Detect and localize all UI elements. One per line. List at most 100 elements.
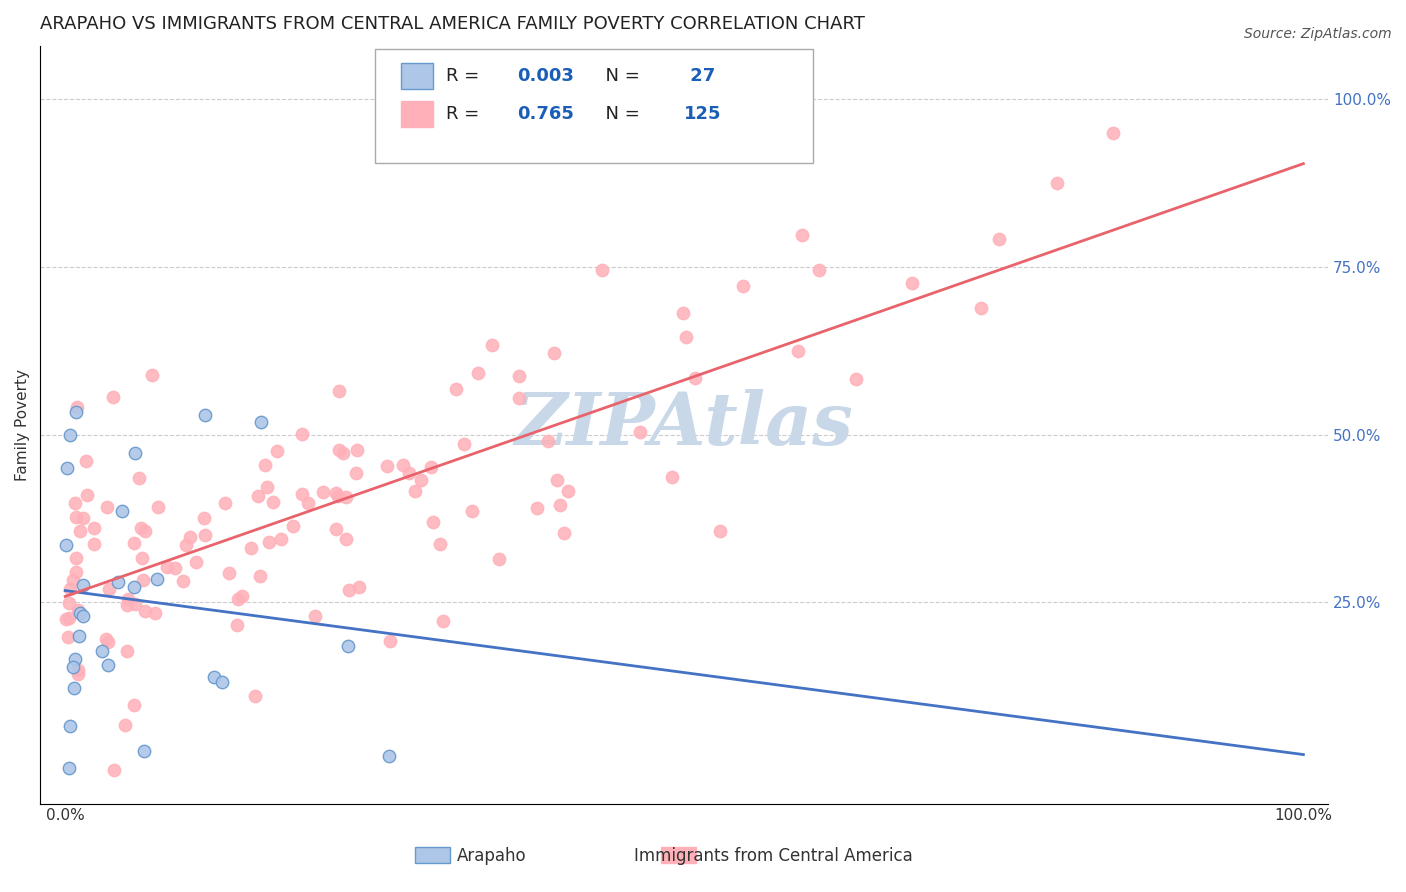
Point [117,592,139,607]
Text: R =: R = [446,67,485,85]
Point [58,596,80,610]
Point [335,532,357,546]
Point [83,536,105,550]
Text: R =: R = [446,105,485,123]
Point [55,538,77,552]
Point [58,611,80,625]
Point [312,485,335,500]
Point [304,608,326,623]
Point [845,372,868,386]
Text: ARAPAHO VS IMMIGRANTS FROM CENTRAL AMERICA FAMILY POVERTY CORRELATION CHART: ARAPAHO VS IMMIGRANTS FROM CENTRAL AMERI… [41,15,865,33]
Point [987,232,1010,246]
Point [1046,176,1069,190]
Point [970,301,993,315]
Point [790,228,813,243]
Point [91,644,114,658]
Point [67,629,90,643]
Point [58,760,80,774]
Point [256,479,278,493]
Point [429,537,451,551]
Point [193,511,215,525]
Point [96,500,118,514]
Point [553,526,575,541]
Point [259,535,281,549]
Point [107,574,129,589]
Point [250,415,273,429]
Point [132,573,155,587]
Point [675,330,697,344]
Point [709,524,731,538]
Point [262,495,284,509]
Point [72,609,94,624]
Point [110,504,132,518]
Point [115,643,138,657]
Point [72,510,94,524]
Point [346,443,368,458]
Point [66,664,89,678]
Point [226,592,249,607]
Point [65,509,87,524]
Text: N =: N = [595,67,645,85]
FancyBboxPatch shape [375,49,813,163]
Point [134,604,156,618]
Point [114,717,136,731]
Text: Immigrants from Central America: Immigrants from Central America [634,847,912,865]
Point [254,458,277,473]
Point [65,401,87,415]
Y-axis label: Family Poverty: Family Poverty [15,368,30,481]
Point [404,483,426,498]
Point [214,496,236,510]
Point [65,496,87,510]
Point [63,652,86,666]
Point [344,466,367,480]
Point [281,519,304,533]
Text: 125: 125 [685,105,721,123]
Point [62,660,84,674]
Point [628,425,651,439]
Point [901,276,924,290]
Point [328,443,350,458]
Point [59,582,82,596]
Point [59,428,82,442]
Text: Source: ZipAtlas.com: Source: ZipAtlas.com [1244,27,1392,41]
Point [143,606,166,620]
Point [661,470,683,484]
Point [98,582,121,597]
Point [335,490,357,504]
Text: 27: 27 [685,67,716,85]
Text: Arapaho: Arapaho [457,847,527,865]
Point [291,487,314,501]
Point [69,606,91,620]
Point [69,524,91,539]
Point [75,453,97,467]
Point [380,634,402,648]
Point [231,590,253,604]
Point [537,434,560,449]
Point [65,550,87,565]
Point [83,521,105,535]
Point [131,551,153,566]
Point [546,474,568,488]
Point [103,763,125,777]
Point [239,541,262,555]
Point [243,689,266,703]
Text: 0.765: 0.765 [517,105,574,123]
Point [249,568,271,582]
Point [62,574,84,588]
Point [72,577,94,591]
Point [332,445,354,459]
Point [163,561,186,575]
Point [56,461,79,475]
Point [97,658,120,673]
Point [398,466,420,480]
Point [432,614,454,628]
Text: 0.003: 0.003 [517,67,574,85]
Point [156,559,179,574]
Point [378,749,401,764]
Text: N =: N = [595,105,645,123]
Point [461,503,484,517]
Point [194,408,217,422]
Point [148,500,170,515]
Point [1102,126,1125,140]
Point [671,306,693,320]
